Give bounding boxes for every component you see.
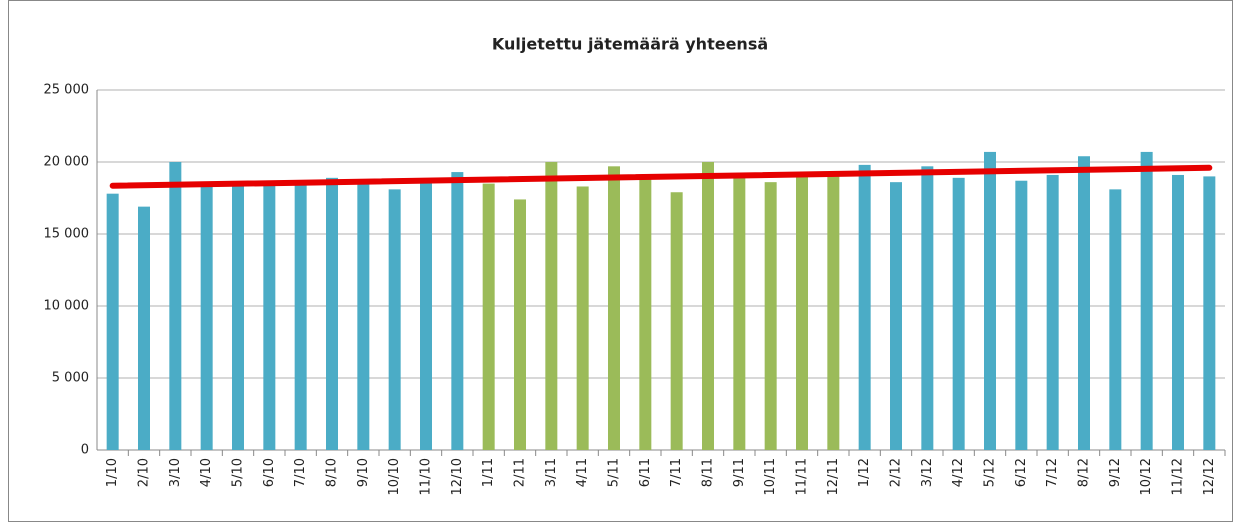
x-tick-label: 6/11 [638, 458, 653, 487]
x-tick-label: 9/11 [732, 458, 747, 487]
bar [764, 182, 777, 450]
bar [858, 164, 871, 450]
x-tick-label: 12/12 [1202, 458, 1217, 495]
x-tick-label: 11/12 [1171, 458, 1186, 495]
x-tick-label: 10/10 [387, 458, 402, 495]
bar [106, 193, 119, 450]
bar [702, 162, 714, 450]
x-tick-label: 9/12 [1108, 458, 1123, 487]
bar [890, 182, 902, 450]
x-tick-label: 11/10 [419, 458, 434, 495]
x-tick-label: 1/11 [481, 458, 496, 487]
bar [608, 166, 620, 450]
bar [420, 182, 432, 450]
x-tick-label: 2/11 [513, 458, 528, 487]
x-tick-label: 10/11 [763, 458, 778, 495]
bar [827, 176, 840, 450]
y-tick-label: 20 000 [44, 155, 90, 170]
x-tick-label: 2/10 [137, 458, 152, 487]
bar [576, 186, 589, 451]
y-tick-label: 25 000 [44, 83, 90, 98]
x-tick-label: 5/11 [607, 458, 622, 487]
bar [921, 166, 934, 450]
bar [200, 186, 213, 451]
x-tick-label: 4/12 [951, 458, 966, 487]
bar [294, 183, 307, 450]
x-tick-label: 3/12 [920, 458, 935, 487]
bar [514, 199, 526, 450]
x-tick-label: 8/11 [701, 458, 716, 487]
x-tick-label: 8/12 [1077, 458, 1092, 487]
y-tick-label: 5 000 [52, 371, 89, 386]
bar [232, 186, 244, 451]
bar [388, 189, 401, 451]
x-tick-label: 3/11 [544, 458, 559, 487]
bar [1203, 176, 1216, 450]
bar [639, 177, 652, 450]
bar [326, 177, 338, 450]
x-tick-label: 3/10 [168, 458, 183, 487]
x-tick-label: 12/11 [826, 458, 841, 495]
bar [1046, 174, 1059, 450]
bar [357, 183, 370, 450]
x-tick-label: 11/11 [795, 458, 810, 495]
bar [138, 206, 150, 450]
chart-title: Kuljetettu jätemäärä yhteensä [492, 35, 768, 54]
trend-line [109, 164, 1213, 189]
y-tick-label: 10 000 [44, 299, 90, 314]
x-tick-label: 7/10 [293, 458, 308, 487]
x-tick-label: 5/12 [983, 458, 998, 487]
bar [796, 174, 808, 450]
bar [482, 183, 495, 450]
x-tick-label: 4/10 [199, 458, 214, 487]
x-tick-label: 9/10 [356, 458, 371, 487]
x-tick-label: 6/10 [262, 458, 277, 487]
bar [451, 172, 464, 450]
bar [984, 151, 996, 451]
y-tick-label: 15 000 [44, 227, 90, 242]
bar [1140, 151, 1153, 451]
x-tick-label: 5/10 [231, 458, 246, 487]
x-tick-label: 1/12 [857, 458, 872, 487]
x-tick-label: 6/12 [1014, 458, 1029, 487]
x-tick-label: 8/10 [325, 458, 340, 487]
x-tick-label: 7/12 [1045, 458, 1060, 487]
bar [733, 173, 746, 450]
x-tick-label: 12/10 [450, 458, 465, 495]
x-tick-label: 4/11 [575, 458, 590, 487]
x-tick-label: 10/12 [1139, 458, 1154, 495]
bar [1078, 156, 1090, 451]
x-tick-label: 7/11 [669, 458, 684, 487]
y-tick-label: 0 [81, 443, 89, 458]
bar [1109, 189, 1122, 451]
bar [1015, 180, 1028, 450]
bar [263, 185, 276, 451]
bar [952, 177, 965, 450]
bar [1172, 174, 1184, 450]
bar [670, 192, 683, 451]
bar [545, 162, 558, 450]
bar [169, 162, 182, 450]
x-tick-label: 2/12 [889, 458, 904, 487]
x-tick-label: 1/10 [105, 458, 120, 487]
